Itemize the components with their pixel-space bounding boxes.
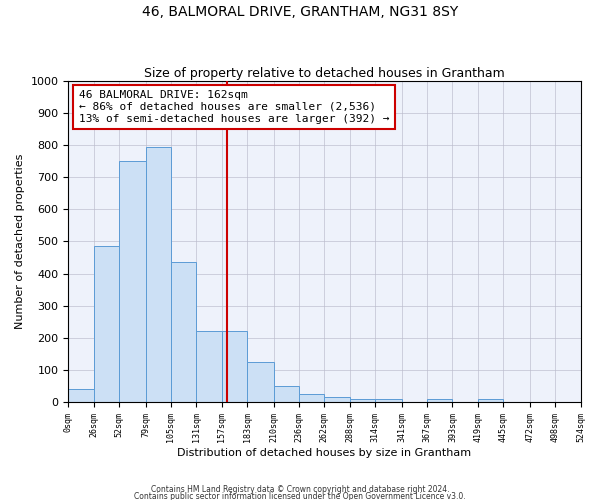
Bar (119, 161, 146, 402)
Bar (146, 146, 171, 402)
Bar (478, 399, 503, 402)
Text: 46 BALMORAL DRIVE: 162sqm
← 86% of detached houses are smaller (2,536)
13% of se: 46 BALMORAL DRIVE: 162sqm ← 86% of detac… (79, 90, 389, 124)
Text: 46, BALMORAL DRIVE, GRANTHAM, NG31 8SY: 46, BALMORAL DRIVE, GRANTHAM, NG31 8SY (142, 5, 458, 19)
Bar (94, 246, 119, 402)
X-axis label: Distribution of detached houses by size in Grantham: Distribution of detached houses by size … (178, 448, 472, 458)
Y-axis label: Number of detached properties: Number of detached properties (15, 154, 25, 329)
Bar (299, 394, 325, 402)
Title: Size of property relative to detached houses in Grantham: Size of property relative to detached ho… (144, 66, 505, 80)
Bar (325, 398, 350, 402)
Bar (247, 362, 274, 402)
Bar (196, 332, 222, 402)
Bar (427, 399, 452, 402)
Bar (171, 262, 196, 402)
Bar (274, 386, 299, 402)
Text: Contains public sector information licensed under the Open Government Licence v3: Contains public sector information licen… (134, 492, 466, 500)
Bar (375, 399, 401, 402)
Bar (350, 399, 375, 402)
Bar (68, 390, 94, 402)
Bar (222, 332, 247, 402)
Text: Contains HM Land Registry data © Crown copyright and database right 2024.: Contains HM Land Registry data © Crown c… (151, 486, 449, 494)
